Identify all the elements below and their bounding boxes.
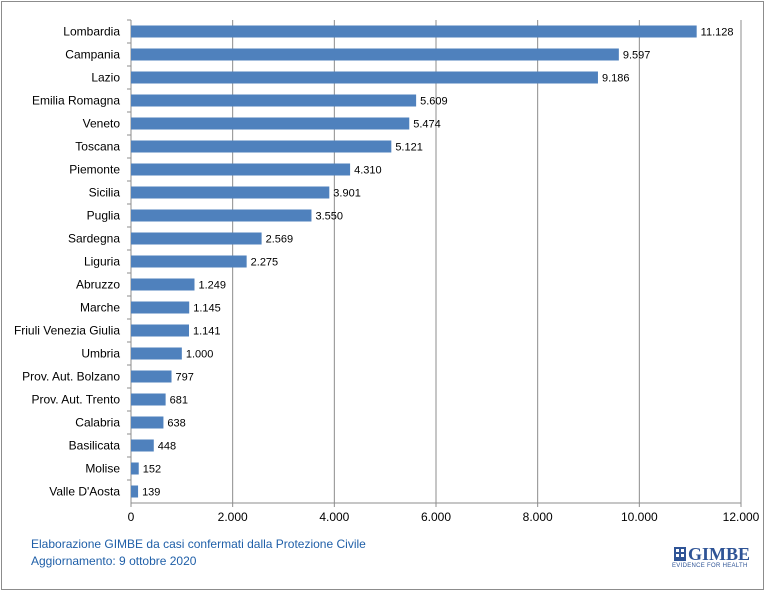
bar — [131, 71, 598, 84]
category-label: Sardegna — [68, 232, 120, 246]
x-axis-ticks: 0 2.000 4.000 6.000 8.000 10.000 12.000 — [127, 19, 760, 524]
category-label: Veneto — [83, 117, 121, 131]
bar — [131, 324, 190, 337]
data-label: 139 — [142, 487, 160, 499]
bar — [131, 278, 195, 291]
category-label: Basilicata — [69, 439, 121, 453]
data-label: 2.275 — [251, 257, 279, 269]
category-label: Lombardia — [63, 25, 120, 39]
bar — [131, 48, 619, 61]
category-label: Prov. Aut. Bolzano — [22, 370, 120, 384]
bar — [131, 439, 154, 452]
x-tick-label: 0 — [128, 510, 135, 524]
bar — [131, 186, 330, 199]
category-label: Toscana — [75, 140, 120, 154]
bar — [131, 416, 164, 429]
category-label: Sicilia — [89, 186, 121, 200]
data-label: 638 — [167, 418, 185, 430]
category-label: Prov. Aut. Trento — [32, 393, 121, 407]
category-label: Valle D'Aosta — [49, 485, 120, 499]
gimbe-logo: GIMBE EVIDENCE FOR HEALTH — [672, 544, 752, 572]
bar — [131, 462, 139, 475]
data-label: 448 — [158, 441, 176, 453]
data-label: 3.901 — [333, 188, 361, 200]
value-labels: 11.128 9.597 9.186 5.609 5.474 5.121 4.310 3.90… — [142, 27, 733, 499]
gimbe-logo-text: GIMBE — [688, 544, 751, 564]
data-label: 2.569 — [266, 234, 294, 246]
category-labels: Lombardia Campania Lazio Emilia Romagna Vene… — [14, 25, 120, 499]
data-label: 681 — [170, 395, 188, 407]
x-tick-label: 4.000 — [319, 510, 349, 524]
footnote-update: Aggiornamento: 9 ottobre 2020 — [31, 554, 197, 568]
bar — [131, 255, 247, 268]
category-label: Calabria — [75, 416, 120, 430]
data-label: 5.609 — [420, 96, 448, 108]
x-tick-label: 12.000 — [723, 510, 760, 524]
data-label: 1.141 — [193, 326, 221, 338]
data-label: 4.310 — [354, 165, 382, 177]
data-label: 1.145 — [193, 303, 221, 315]
category-label: Campania — [65, 48, 120, 62]
gimbe-logo-mark-icon — [674, 547, 686, 561]
bar — [131, 301, 190, 314]
x-tick-label: 10.000 — [621, 510, 658, 524]
x-tick-label: 2.000 — [218, 510, 248, 524]
x-tick-label: 6.000 — [421, 510, 451, 524]
bar — [131, 117, 410, 130]
bars — [131, 25, 697, 498]
category-label: Lazio — [91, 71, 120, 85]
category-label: Molise — [85, 462, 120, 476]
data-label: 1.249 — [198, 280, 226, 292]
bar — [131, 393, 166, 406]
footnote-source: Elaborazione GIMBE da casi confermati da… — [31, 537, 366, 551]
x-tick-label: 8.000 — [523, 510, 553, 524]
bar — [131, 232, 262, 245]
category-label: Marche — [80, 301, 120, 315]
bar — [131, 25, 697, 38]
bar — [131, 163, 351, 176]
bar — [131, 370, 172, 383]
bar — [131, 209, 312, 222]
data-label: 9.597 — [623, 50, 651, 62]
data-label: 3.550 — [315, 211, 343, 223]
data-label: 1.000 — [186, 349, 214, 361]
category-label: Emilia Romagna — [32, 94, 120, 108]
category-label: Friuli Venezia Giulia — [14, 324, 120, 338]
category-label: Abruzzo — [76, 278, 120, 292]
data-label: 11.128 — [701, 27, 734, 39]
bar — [131, 485, 139, 498]
category-label: Umbria — [81, 347, 120, 361]
bar — [131, 94, 417, 107]
bar — [131, 140, 392, 153]
data-label: 5.474 — [413, 119, 441, 131]
category-label: Piemonte — [69, 163, 120, 177]
data-label: 797 — [176, 372, 194, 384]
category-label: Puglia — [87, 209, 121, 223]
gimbe-logo-tagline: EVIDENCE FOR HEALTH — [672, 563, 748, 569]
data-label: 152 — [143, 464, 161, 476]
category-label: Liguria — [84, 255, 120, 269]
data-label: 9.186 — [602, 73, 630, 85]
bar — [131, 347, 182, 360]
data-label: 5.121 — [395, 142, 423, 154]
